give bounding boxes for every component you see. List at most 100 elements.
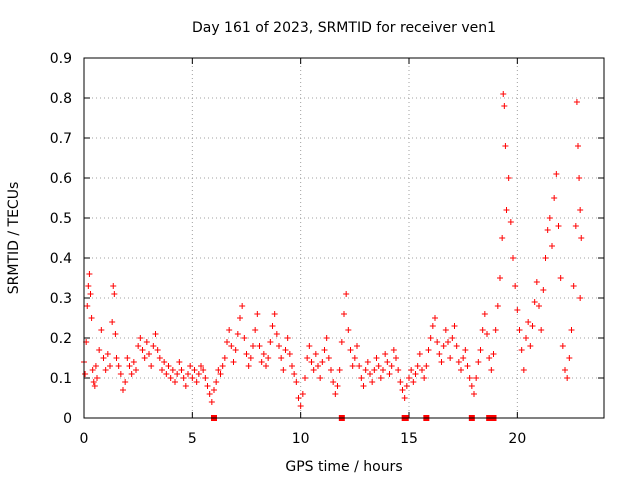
- data-point: [542, 255, 549, 261]
- grid: [84, 58, 604, 418]
- data-point: [176, 359, 183, 365]
- data-point: [308, 359, 315, 365]
- data-point: [406, 375, 412, 381]
- data-point: [241, 335, 248, 341]
- data-point: [555, 223, 562, 229]
- data-point: [250, 343, 256, 349]
- data-point: [557, 275, 564, 281]
- data-point: [254, 311, 261, 317]
- data-point: [232, 347, 239, 353]
- data-point: [237, 315, 243, 321]
- data-point: [449, 335, 456, 341]
- data-point: [458, 367, 464, 373]
- data-point: [434, 339, 441, 345]
- data-point: [193, 379, 200, 385]
- data-point: [243, 351, 250, 357]
- data-point: [377, 375, 384, 381]
- data-point: [146, 351, 152, 357]
- data-point: [382, 351, 389, 357]
- data-point: [453, 343, 460, 349]
- data-point: [310, 367, 317, 373]
- data-point: [481, 311, 488, 317]
- data-point: [549, 243, 555, 249]
- data-point: [217, 371, 224, 377]
- data-point: [321, 347, 328, 353]
- data-point: [135, 343, 142, 349]
- data-point: [113, 355, 120, 361]
- data-point: [373, 355, 380, 361]
- y-tick-label: 0.8: [50, 91, 72, 107]
- data-point: [152, 331, 159, 337]
- data-point: [325, 355, 332, 361]
- data-point: [518, 347, 525, 353]
- data-point: [354, 343, 360, 349]
- data-point: [529, 323, 536, 329]
- data-point: [334, 383, 341, 389]
- data-point: [165, 363, 172, 369]
- data-point: [336, 367, 343, 373]
- data-point: [488, 367, 495, 373]
- x-tick-label: 5: [188, 431, 197, 447]
- data-point: [172, 379, 178, 385]
- data-point: [213, 379, 220, 385]
- x-tick-label: 0: [80, 431, 89, 447]
- x-axis-label: GPS time / hours: [285, 459, 402, 475]
- data-point: [278, 355, 285, 361]
- data-point: [143, 339, 150, 345]
- data-point: [265, 355, 272, 361]
- data-point: [371, 367, 378, 373]
- data-point: [397, 379, 404, 385]
- data-point: [191, 367, 198, 373]
- data-point: [286, 351, 293, 357]
- data-point: [291, 371, 298, 377]
- y-tick-label: 0.4: [50, 251, 72, 267]
- data-point: [252, 327, 259, 333]
- data-point: [447, 355, 454, 361]
- data-point: [401, 395, 408, 401]
- data-point: [505, 175, 512, 181]
- x-tick-label: 20: [508, 431, 526, 447]
- data-point: [304, 355, 311, 361]
- data-point: [224, 339, 230, 345]
- data-point: [490, 351, 497, 357]
- data-point: [343, 291, 350, 297]
- data-point: [338, 339, 345, 345]
- data-point: [208, 399, 215, 405]
- data-point: [137, 335, 144, 341]
- data-point: [86, 271, 93, 277]
- data-point: [497, 275, 503, 281]
- data-point: [416, 351, 423, 357]
- data-point: [269, 323, 276, 329]
- data-point: [230, 359, 237, 365]
- data-point: [297, 403, 304, 409]
- data-point: [551, 195, 558, 201]
- data-point: [302, 375, 308, 381]
- data-point: [412, 371, 419, 377]
- data-point: [117, 371, 124, 377]
- data-point: [484, 331, 490, 337]
- data-point: [133, 367, 139, 373]
- data-point: [258, 359, 265, 365]
- data-point: [531, 299, 538, 305]
- data-point: [388, 363, 395, 369]
- data-point: [527, 343, 534, 349]
- data-point: [82, 371, 89, 377]
- data-point: [226, 327, 233, 333]
- data-point: [221, 355, 228, 361]
- data-point: [533, 279, 540, 285]
- data-point: [512, 283, 519, 289]
- data-point: [85, 283, 92, 289]
- data-point: [440, 343, 447, 349]
- data-point: [159, 367, 165, 373]
- data-point: [128, 371, 135, 377]
- data-point: [502, 143, 509, 149]
- data-point: [477, 347, 484, 353]
- x-tick-label: 10: [292, 431, 310, 447]
- data-point: [115, 363, 122, 369]
- data-point: [276, 343, 282, 349]
- data-point: [178, 367, 185, 373]
- data-point: [510, 255, 516, 261]
- y-tick-label: 0.9: [50, 51, 72, 67]
- data-point: [211, 387, 217, 393]
- data-point: [161, 359, 168, 365]
